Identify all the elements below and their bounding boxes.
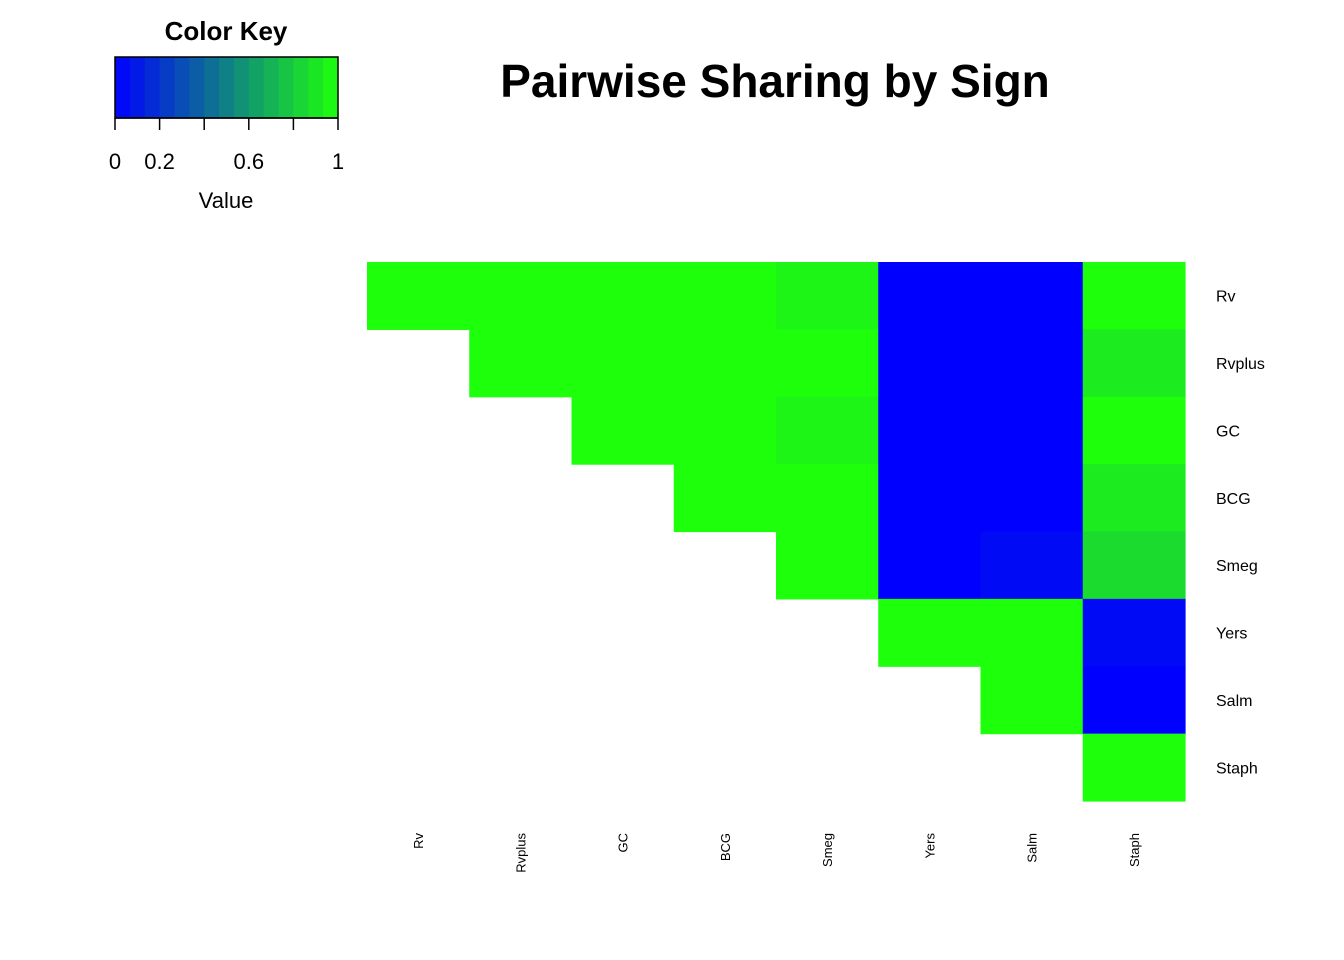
heatmap-cell (1082, 531, 1186, 600)
heatmap-cell (1082, 598, 1186, 667)
row-label: Rvplus (1216, 356, 1265, 373)
heatmap-cell (776, 262, 879, 330)
heatmap-cell (1082, 464, 1186, 533)
color-key-xlabel: Value (199, 188, 254, 213)
heatmap-cell (980, 464, 1084, 533)
heatmap-cell (469, 329, 573, 398)
color-key-bin (204, 57, 220, 118)
column-label: Rvplus (513, 833, 528, 873)
column-label: GC (616, 833, 631, 853)
column-label: Salm (1025, 833, 1040, 863)
row-labels: Rv Rvplus GC BCG Smeg Yers Salm Staph (1216, 289, 1265, 778)
heatmap-cell (673, 262, 777, 330)
color-key-bin (263, 57, 280, 118)
heatmap-cell (673, 329, 777, 398)
color-key-bin (293, 57, 309, 118)
column-label: BCG (718, 833, 733, 861)
chart-title: Pairwise Sharing by Sign (500, 55, 1050, 107)
heatmap-cell (980, 531, 1084, 600)
heatmap-cell (878, 598, 982, 667)
row-label: BCG (1216, 491, 1251, 508)
color-key-bin (174, 57, 190, 118)
heatmap-cell (878, 396, 982, 465)
row-label: Rv (1216, 289, 1236, 306)
heatmap-cell (980, 666, 1084, 735)
color-key-bin (248, 57, 265, 118)
heatmap-cell (367, 262, 470, 330)
heatmap-cell (673, 396, 777, 465)
row-label: Smeg (1216, 558, 1258, 575)
color-key-axis: 0 0.2 0.6 1 (109, 117, 344, 174)
color-key-bin (278, 57, 294, 118)
row-label: Salm (1216, 693, 1252, 710)
heatmap-cell (571, 329, 675, 398)
column-label: Yers (922, 833, 937, 859)
heatmap-cell (980, 396, 1084, 465)
row-label: Staph (1216, 760, 1258, 777)
heatmap-cell (1082, 733, 1186, 802)
color-key-bin (308, 57, 324, 118)
color-key-bin (115, 57, 131, 118)
color-key-tick-label: 0.6 (234, 149, 265, 174)
heatmap-cell (469, 262, 573, 330)
heatmap-cell (878, 464, 982, 533)
color-key-gradient (115, 57, 339, 118)
heatmap-cell (776, 396, 879, 465)
heatmap-cell (1082, 329, 1186, 398)
column-label: Smeg (820, 833, 835, 867)
heatmap-cell (980, 598, 1084, 667)
heatmap-cell (878, 531, 982, 600)
color-key-tick-label: 0 (109, 149, 121, 174)
heatmap-cell (878, 262, 982, 330)
color-key-title: Color Key (165, 16, 288, 46)
column-label: Staph (1127, 833, 1142, 867)
color-key-bin (144, 57, 161, 118)
heatmap-cell (878, 329, 982, 398)
heatmap-cells (367, 262, 1186, 802)
heatmap-cell (776, 329, 879, 398)
color-key: Color Key 0 0.2 0.6 1 Value (109, 16, 344, 213)
row-label: GC (1216, 423, 1240, 440)
heatmap-cell (1082, 396, 1186, 465)
heatmap-cell (980, 329, 1084, 398)
heatmap-cell (1082, 262, 1186, 330)
heatmap-cell (776, 531, 879, 600)
heatmap-cell (980, 262, 1084, 330)
color-key-bin (189, 57, 205, 118)
color-key-tick-label: 1 (332, 149, 344, 174)
heatmap-cell (571, 396, 675, 465)
column-label: Rv (411, 833, 426, 849)
color-key-bin (219, 57, 235, 118)
color-key-bin (233, 57, 250, 118)
color-key-bin (159, 57, 175, 118)
heatmap-cell (571, 262, 675, 330)
heatmap-cell (1082, 666, 1186, 735)
heatmap-cell (776, 464, 879, 533)
color-key-bin (323, 57, 339, 118)
color-key-bin (129, 57, 146, 118)
color-key-tick-label: 0.2 (144, 149, 175, 174)
column-labels: Rv Rvplus GC BCG Smeg Yers Salm Staph (411, 833, 1142, 873)
row-label: Yers (1216, 626, 1247, 643)
heatmap-cell (673, 464, 777, 533)
